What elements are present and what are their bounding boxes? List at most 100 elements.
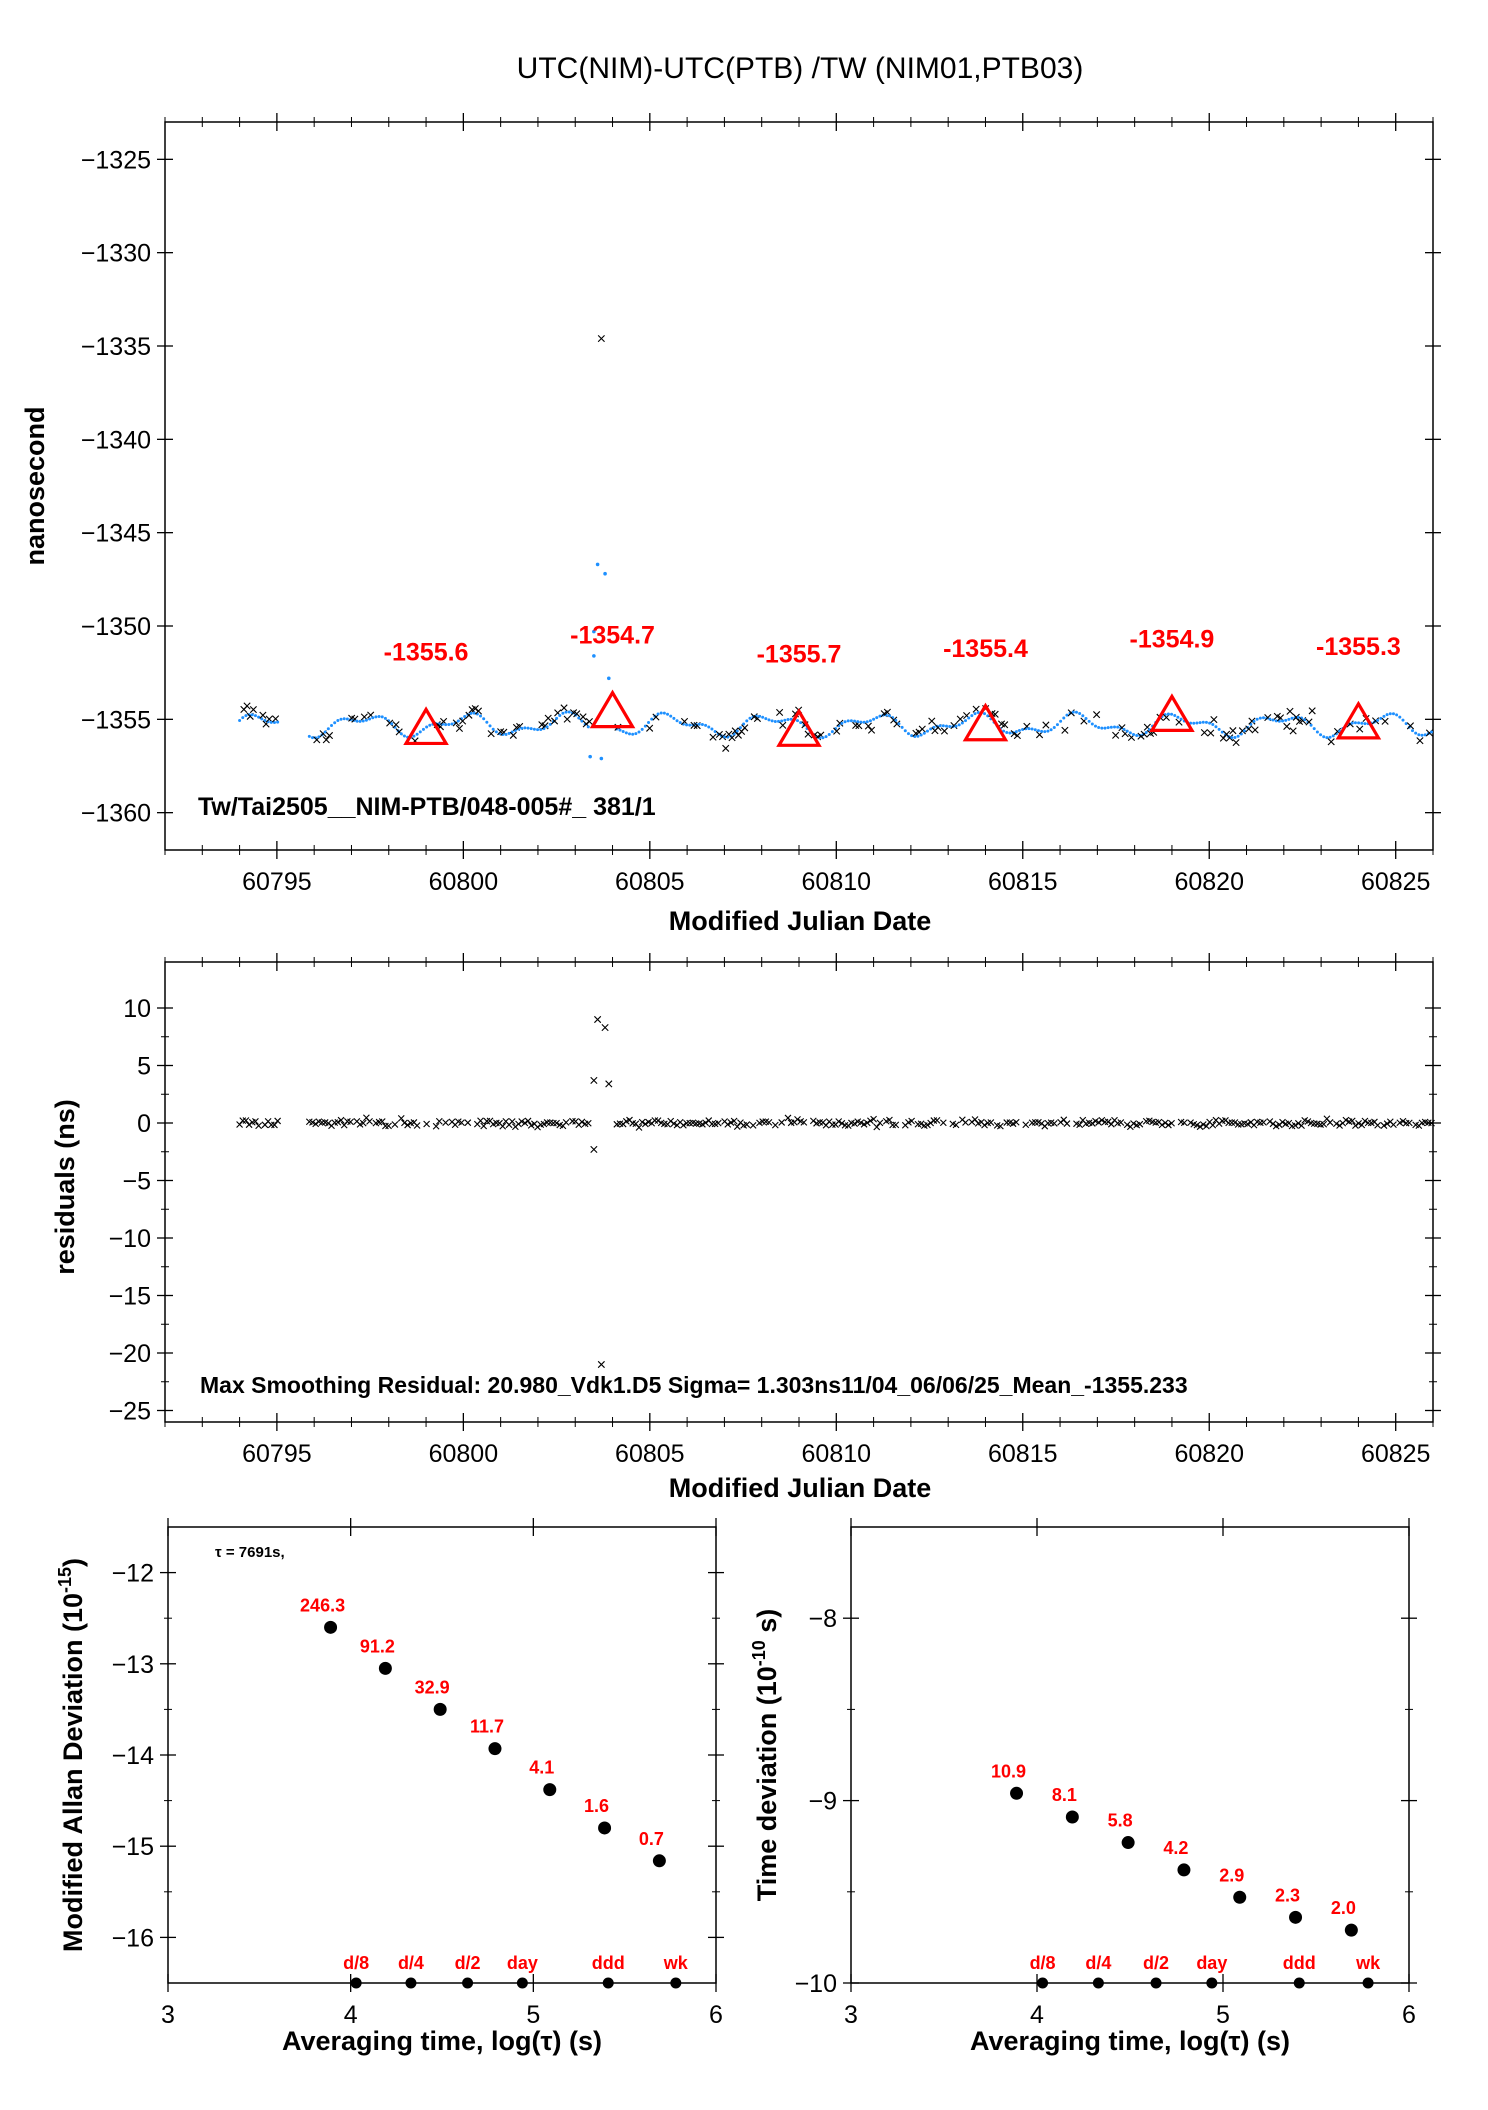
main-data-cross [940,727,949,735]
residual-data-cross [708,1120,716,1128]
tdev-data-points: 10.9 8.1 5.8 4.2 2.9 2.3 2.0 [991,1761,1358,1937]
mdev-x-axis: 3 4 5 6 [161,1518,723,2029]
residual-data-cross [347,1118,354,1126]
main-data-point [1201,720,1205,724]
residual-data-cross [714,1119,722,1127]
residual-data-cross [435,1117,443,1125]
main-data-point [875,716,879,720]
main-data-cross [741,724,749,732]
main-data-point [745,719,749,723]
main-data-point [523,726,527,730]
main-data-point [1325,736,1329,740]
main-data-cross [1356,725,1364,733]
residual-data-cross [749,1121,757,1129]
main-data-point [545,725,549,729]
main-x-tick-label: 60825 [1361,868,1431,896]
main-data-point [1261,716,1265,720]
main-data-point [964,719,968,723]
main-data-point [1144,731,1148,735]
residual-data-cross [1269,1120,1277,1128]
main-data-cross [1371,717,1380,725]
main-x-label: Modified Julian Date [669,906,932,936]
main-data-point [1404,722,1408,726]
main-data-cross [1292,713,1300,721]
main-data-point [872,717,876,721]
residual-data-cross [784,1114,792,1122]
main-data-point [383,716,387,720]
tdev-point-label: 10.9 [991,1761,1026,1781]
res-x-tick-label: 60795 [242,1440,312,1468]
main-data-point [374,715,378,719]
main-data-point [1030,727,1034,731]
main-data-point [1417,733,1421,737]
residual-data-cross [838,1119,846,1127]
residual-outlier-cross [601,1023,609,1032]
tdev-period-marker [1362,1977,1374,1989]
main-data-point [1284,718,1288,722]
residual-data-cross [337,1116,345,1124]
residual-data-cross [1076,1121,1084,1129]
main-data-point [1198,721,1202,725]
main-data-point [922,731,926,735]
main-data-point [843,720,847,724]
mdev-y-tick-label: −16 [112,1924,154,1952]
main-data-point [1395,713,1399,717]
main-data-point [323,730,327,734]
res-y-tick-label: −10 [109,1225,151,1253]
mean-triangle-marker [962,702,1009,742]
main-data-cross [1289,727,1297,735]
residual-outlier-cross [590,1145,598,1154]
residual-data-cross [1333,1120,1340,1128]
res-x-tick-label: 60800 [429,1440,499,1468]
mdev-panel: −12 −13 −14 −15 −16 3 4 5 6 246.3 91.2 32.9 11.7 4.… [55,1518,724,2056]
main-data-cross [956,715,964,723]
main-data-point [647,721,651,725]
main-data-point [960,721,964,725]
main-data-cross [1283,722,1291,730]
residual-data-cross [759,1118,767,1125]
residual-data-cross [1390,1121,1397,1129]
tdev-x-tick-label: 5 [1216,2001,1230,2029]
mdev-y-tick-label: −12 [112,1560,154,1588]
tdev-point [1289,1910,1303,1924]
main-data-point [710,727,714,731]
main-data-point [418,730,422,734]
residual-data-cross [886,1116,893,1124]
mean-value-label: -1355.3 [1316,633,1401,661]
residual-data-cross [477,1117,484,1125]
mdev-period-marker [602,1977,614,1989]
residual-data-cross [1352,1122,1359,1130]
main-data-cross [1112,731,1120,739]
main-data-cross [646,724,654,732]
main-y-tick-label: −1335 [81,333,151,361]
main-data-point [1081,714,1085,718]
mdev-point [598,1821,612,1835]
main-data-point [1166,712,1170,716]
residual-data-cross [635,1124,643,1131]
mdev-period-marker [462,1977,474,1989]
tdev-y-tick-label: −10 [795,1970,837,1998]
main-data-point [491,727,495,731]
residual-data-cross [1231,1119,1239,1126]
tdev-point-label: 5.8 [1108,1811,1133,1831]
main-data-cross [1416,737,1424,745]
mdev-point-label: 91.2 [360,1636,395,1656]
tdev-x-tick-label: 4 [1030,2001,1044,2029]
main-data-point [276,720,280,724]
residuals-annotation: Max Smoothing Residual: 20.980_Vdk1.D5 S… [200,1372,1188,1398]
residual-data-cross [524,1117,532,1125]
mdev-data-points: 246.3 91.2 32.9 11.7 4.1 1.6 0.7 [300,1595,666,1868]
residual-data-cross [1050,1120,1058,1127]
main-y-label: nanosecond [20,406,50,565]
main-data-point [983,712,987,716]
mdev-x-tick-label: 3 [161,2001,175,2029]
main-data-point [1242,729,1246,733]
residual-data-cross [1291,1121,1299,1129]
mean-triangle-marker [776,708,822,747]
main-data-point [824,735,828,739]
tdev-period-marker [1037,1977,1049,1989]
main-data-point [859,720,863,724]
mdev-y-axis: −12 −13 −14 −15 −16 [112,1560,724,1952]
main-data-point [735,729,739,733]
main-data-point [1423,733,1427,737]
